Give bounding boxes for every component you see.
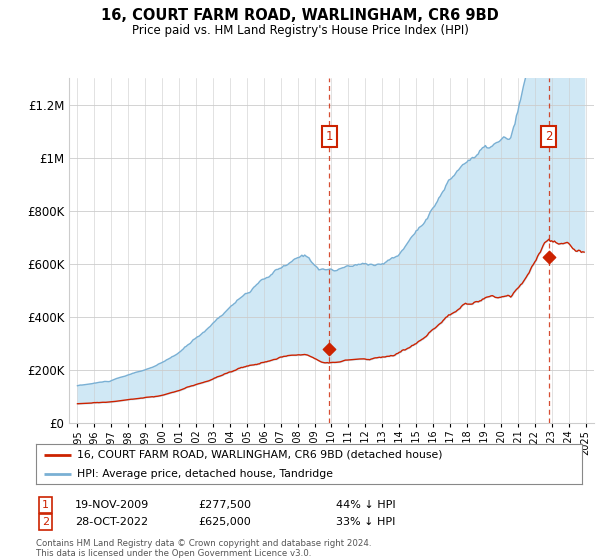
- Text: 19-NOV-2009: 19-NOV-2009: [75, 500, 149, 510]
- Text: HPI: Average price, detached house, Tandridge: HPI: Average price, detached house, Tand…: [77, 469, 333, 479]
- Text: 16, COURT FARM ROAD, WARLINGHAM, CR6 9BD (detached house): 16, COURT FARM ROAD, WARLINGHAM, CR6 9BD…: [77, 450, 442, 460]
- Text: 2: 2: [42, 517, 49, 527]
- Text: 44% ↓ HPI: 44% ↓ HPI: [336, 500, 395, 510]
- Text: £625,000: £625,000: [198, 517, 251, 527]
- Text: 33% ↓ HPI: 33% ↓ HPI: [336, 517, 395, 527]
- Text: Price paid vs. HM Land Registry's House Price Index (HPI): Price paid vs. HM Land Registry's House …: [131, 24, 469, 36]
- Text: 28-OCT-2022: 28-OCT-2022: [75, 517, 148, 527]
- Text: 2: 2: [545, 130, 553, 143]
- Point: [325, 345, 334, 354]
- Point: [544, 253, 553, 262]
- Text: 16, COURT FARM ROAD, WARLINGHAM, CR6 9BD: 16, COURT FARM ROAD, WARLINGHAM, CR6 9BD: [101, 8, 499, 24]
- Text: 1: 1: [326, 130, 333, 143]
- Text: Contains HM Land Registry data © Crown copyright and database right 2024.
This d: Contains HM Land Registry data © Crown c…: [36, 539, 371, 558]
- Text: 1: 1: [42, 500, 49, 510]
- Text: £277,500: £277,500: [198, 500, 251, 510]
